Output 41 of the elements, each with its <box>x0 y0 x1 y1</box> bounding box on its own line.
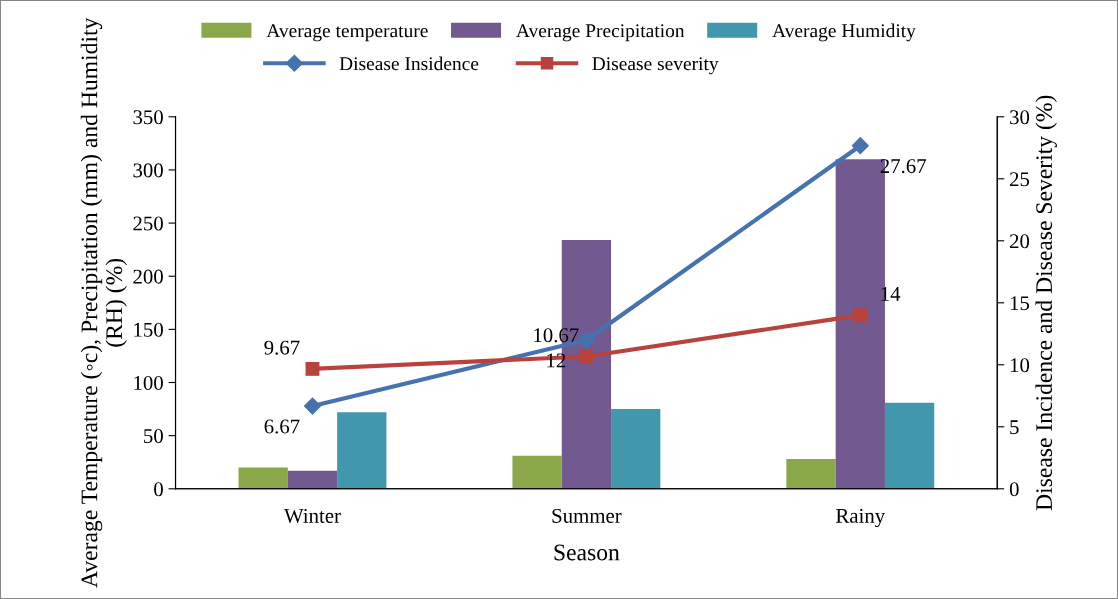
legend-label: Disease severity <box>592 57 719 75</box>
y-tick-label: 200 <box>133 269 163 284</box>
x-tick-label: Rainy <box>836 508 886 528</box>
y2-tick-label: 25 <box>1009 172 1030 187</box>
y2-tick-label: 10 <box>1010 358 1030 373</box>
y2-axis-title: Disease Incidence and Disease Severity (%) <box>1035 95 1057 511</box>
bar <box>884 402 935 489</box>
y2-tick-label: 30 <box>1010 110 1030 125</box>
bar <box>786 459 836 489</box>
y2-tick-label: 5 <box>1010 420 1019 435</box>
legend-label: Average Precipitation <box>516 24 685 42</box>
y-tick-label: 50 <box>144 429 163 444</box>
x-axis-title: Season <box>554 544 620 561</box>
x-tick-label: Winter <box>284 508 341 523</box>
y-tick-label: 350 <box>133 110 163 125</box>
y-axis-title: Average Temperature (◦c), Precipitation (mm) and Humidity (RH) (%) <box>80 17 127 588</box>
bar <box>611 409 661 489</box>
data-label: 9.67 <box>264 340 300 355</box>
point <box>579 349 594 364</box>
bar <box>337 412 387 489</box>
legend-label: Average Humidity <box>772 23 916 42</box>
point <box>303 397 322 415</box>
point <box>853 308 868 323</box>
point <box>851 137 869 155</box>
y-tick-label: 0 <box>154 482 163 497</box>
bar <box>238 467 288 489</box>
legend-label: Disease Insidence <box>339 56 479 71</box>
data-label: 6.67 <box>264 419 300 434</box>
y2-tick-label: 0 <box>1009 482 1019 497</box>
x-tick-label: Summer <box>552 508 622 523</box>
y2-tick-label: 20 <box>1009 234 1030 249</box>
y-tick-label: 250 <box>133 216 163 231</box>
bar <box>512 455 562 489</box>
y-tick-label: 150 <box>134 322 163 337</box>
y2-tick-label: 15 <box>1010 296 1030 311</box>
legend-label: Average temperature <box>266 24 428 42</box>
y-tick-label: 100 <box>134 375 163 390</box>
y-tick-label: 300 <box>133 163 163 178</box>
bar <box>287 470 338 489</box>
point <box>577 331 595 349</box>
point <box>305 361 320 376</box>
